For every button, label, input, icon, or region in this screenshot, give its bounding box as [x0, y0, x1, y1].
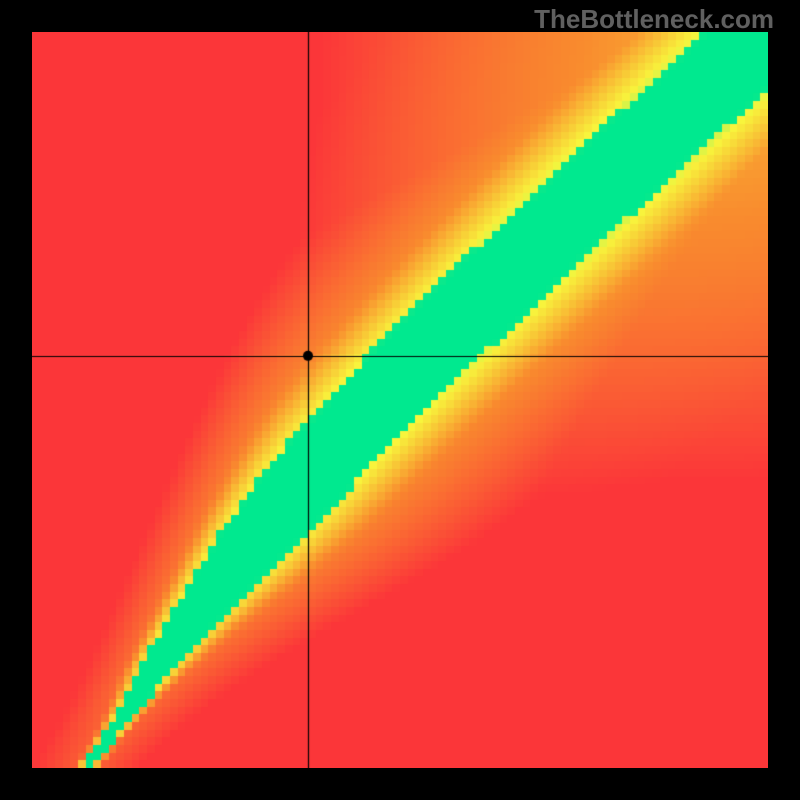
stage: TheBottleneck.com [0, 0, 800, 800]
watermark-text: TheBottleneck.com [534, 4, 774, 35]
crosshair-overlay [32, 32, 768, 768]
